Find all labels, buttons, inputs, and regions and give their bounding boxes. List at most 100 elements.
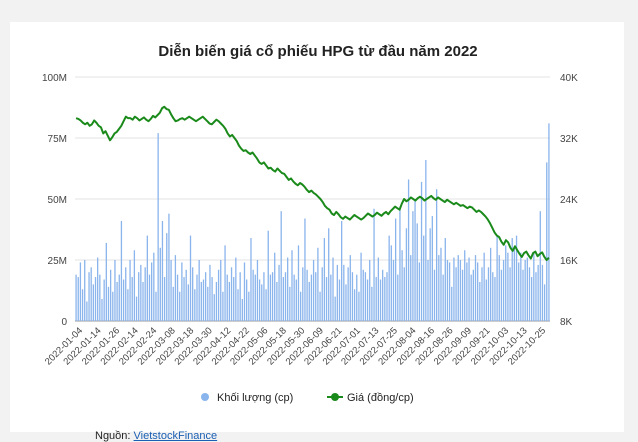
- volume-bar: [213, 294, 215, 321]
- left-tick-label: 75M: [48, 134, 67, 145]
- left-tick-label: 100M: [42, 73, 67, 84]
- volume-bar: [224, 245, 226, 321]
- volume-bar: [252, 269, 254, 321]
- volume-bar: [142, 281, 144, 321]
- source-link[interactable]: VietstockFinance: [133, 430, 218, 442]
- volume-bar: [148, 274, 151, 321]
- right-tick-label: 8K: [560, 317, 573, 328]
- volume-bar: [431, 216, 433, 321]
- legend-price-marker: [331, 393, 339, 401]
- right-tick-label: 24K: [560, 195, 578, 206]
- volume-bar: [505, 245, 507, 321]
- volume-bar: [254, 274, 256, 321]
- chart-svg: Diễn biến giá cổ phiếu HPG từ đầu năm 20…: [42, 43, 578, 404]
- volume-bar: [161, 220, 164, 321]
- volume-bar: [97, 257, 99, 321]
- volume-bar: [282, 277, 284, 321]
- volume-bar: [215, 281, 218, 321]
- volume-bar: [297, 245, 300, 321]
- volume-bar: [429, 228, 431, 321]
- legend-volume-marker: [201, 393, 209, 401]
- volume-bar: [375, 277, 377, 321]
- volume-bar: [442, 274, 444, 321]
- volume-bar: [220, 260, 222, 321]
- volume-bar: [500, 269, 503, 321]
- volume-bar: [207, 286, 209, 321]
- volume-bar: [122, 279, 125, 321]
- volume-bar: [153, 252, 155, 321]
- right-tick-label: 32K: [560, 134, 578, 145]
- volume-bar: [79, 262, 82, 321]
- x-axis-ticks: 2022-01-042022-01-142022-01-262022-02-14…: [43, 325, 548, 367]
- volume-bar: [401, 250, 403, 321]
- volume-bar: [274, 252, 276, 321]
- volume-bar: [226, 274, 228, 321]
- volume-bar: [263, 272, 265, 321]
- volume-bar: [302, 267, 304, 321]
- volume-bar: [144, 267, 146, 321]
- price-line: [75, 105, 550, 261]
- volume-bar: [291, 250, 293, 321]
- volume-bar: [518, 262, 520, 321]
- volume-bar: [362, 269, 364, 321]
- volume-bar: [535, 272, 537, 321]
- volume-bar: [308, 281, 310, 321]
- volume-bar: [468, 257, 470, 321]
- volume-bar: [103, 279, 105, 321]
- volume-bar: [304, 218, 306, 321]
- volume-bar: [332, 257, 334, 321]
- volume-bar: [492, 272, 494, 321]
- volume-bar: [487, 267, 490, 321]
- volume-bar: [196, 274, 198, 321]
- volume-bar: [198, 260, 200, 321]
- volume-bar: [407, 179, 410, 321]
- volume-bar: [466, 262, 468, 321]
- volume-bar: [446, 260, 449, 321]
- volume-bar: [498, 255, 500, 321]
- volume-bar: [472, 269, 474, 321]
- volume-bar: [172, 286, 174, 321]
- left-tick-label: 25M: [48, 256, 67, 267]
- volume-bar: [541, 264, 544, 321]
- volume-bar: [75, 274, 77, 321]
- volume-bar: [334, 296, 336, 321]
- volume-bar: [271, 272, 274, 321]
- volume-bar: [481, 267, 483, 321]
- volume-bar: [347, 267, 349, 321]
- volume-bar: [502, 260, 505, 321]
- volume-bar: [211, 277, 213, 321]
- volume-bar: [390, 245, 392, 321]
- volume-bar: [135, 296, 138, 321]
- volume-bar: [256, 260, 259, 321]
- source-note: Nguồn: VietstockFinance: [95, 430, 217, 442]
- volume-bar: [140, 264, 142, 321]
- volume-bar: [176, 274, 179, 321]
- volume-bar: [416, 223, 418, 321]
- volume-bar: [520, 252, 522, 321]
- right-tick-label: 40K: [560, 73, 578, 84]
- volume-bar: [394, 218, 397, 321]
- volume-bar: [496, 235, 498, 321]
- volume-bar: [217, 269, 220, 321]
- volume-bar: [317, 247, 319, 321]
- volume-bar: [174, 255, 177, 321]
- volume-bar: [477, 262, 479, 321]
- volume-bar: [118, 274, 120, 321]
- volume-bar: [306, 269, 308, 321]
- volume-bar: [92, 284, 94, 321]
- volume-bars: [75, 123, 550, 321]
- volume-bar: [509, 267, 511, 321]
- volume-bar: [453, 257, 455, 321]
- volume-bar: [349, 255, 351, 321]
- volume-bar: [364, 272, 367, 321]
- price-line-group: [75, 105, 550, 261]
- left-axis: 0 25M 50M 75M 100M: [42, 73, 67, 328]
- volume-bar: [157, 133, 159, 321]
- volume-bar: [185, 269, 187, 321]
- volume-bar: [414, 199, 416, 321]
- volume-bar: [433, 269, 436, 321]
- volume-bar: [403, 267, 405, 321]
- volume-bar: [455, 267, 457, 321]
- volume-bar: [233, 277, 235, 321]
- volume-bar: [524, 260, 526, 321]
